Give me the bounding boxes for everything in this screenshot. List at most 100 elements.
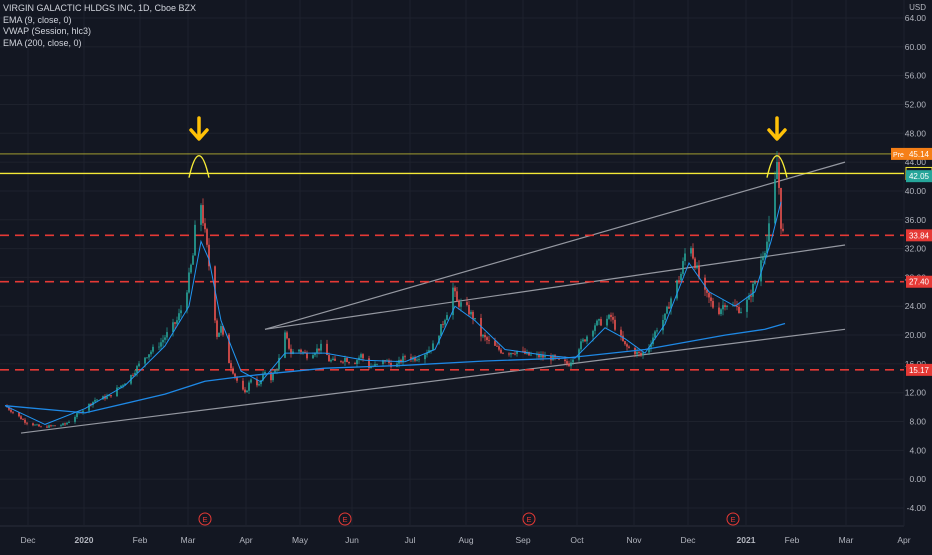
candle-body bbox=[230, 363, 232, 369]
candle-body bbox=[180, 310, 182, 314]
candle-body bbox=[138, 363, 140, 367]
candle-body bbox=[754, 281, 756, 284]
candle-body bbox=[10, 409, 12, 412]
candle-body bbox=[300, 349, 302, 353]
candle-body bbox=[134, 372, 136, 375]
candle-body bbox=[232, 368, 234, 374]
candle-body bbox=[250, 379, 252, 383]
candle-body bbox=[162, 339, 164, 343]
price-label-box bbox=[906, 363, 932, 376]
x-tick-label: Mar bbox=[181, 535, 196, 545]
price-label-box bbox=[906, 147, 932, 160]
candle-body bbox=[152, 346, 154, 352]
pre-market-badge bbox=[891, 147, 906, 160]
candle-body bbox=[498, 346, 500, 350]
arrow-down-annotation bbox=[767, 116, 787, 141]
candle-body bbox=[18, 412, 20, 417]
candle-body bbox=[40, 426, 42, 428]
candle-body bbox=[710, 297, 712, 302]
candle-body bbox=[222, 326, 224, 335]
y-tick-label: 44.00 bbox=[905, 157, 927, 167]
candle-body bbox=[34, 424, 36, 426]
candle-body bbox=[684, 253, 686, 262]
candle-body bbox=[390, 362, 392, 367]
candle-body bbox=[354, 363, 356, 364]
candle-body bbox=[370, 366, 372, 369]
candle-body bbox=[120, 385, 122, 388]
candle-body bbox=[626, 344, 628, 347]
candle-body bbox=[274, 370, 276, 374]
candle-body bbox=[582, 339, 584, 342]
candle-body bbox=[328, 355, 330, 362]
candle-body bbox=[270, 371, 272, 381]
x-tick-label: 2021 bbox=[737, 535, 756, 545]
candle-body bbox=[116, 387, 118, 397]
candle-body bbox=[664, 313, 666, 320]
candle-body bbox=[340, 360, 342, 362]
candle-body bbox=[662, 319, 664, 331]
candle-body bbox=[720, 309, 722, 315]
trendline bbox=[20, 328, 846, 434]
candle-body bbox=[610, 314, 612, 317]
candle-body bbox=[594, 325, 596, 331]
price-label-text: 27.40 bbox=[909, 278, 930, 287]
legend-indicator-ema200[interactable]: EMA (200, close, 0) bbox=[3, 37, 82, 48]
earnings-marker-label: E bbox=[526, 515, 531, 524]
y-tick-label: 48.00 bbox=[905, 128, 927, 138]
candle-body bbox=[144, 357, 146, 364]
legend-indicator-ema9[interactable]: EMA (9, close, 0) bbox=[3, 14, 72, 25]
candle-body bbox=[12, 411, 14, 413]
candle-body bbox=[496, 345, 498, 347]
candle-body bbox=[570, 362, 572, 367]
candle-body bbox=[110, 394, 112, 397]
candle-body bbox=[696, 265, 698, 269]
price-label-box bbox=[906, 229, 932, 242]
candle-body bbox=[444, 320, 446, 325]
candle-body bbox=[484, 335, 486, 338]
candle-body bbox=[494, 340, 496, 346]
candle-body bbox=[376, 364, 378, 365]
candle-body bbox=[302, 351, 304, 353]
candle-body bbox=[502, 352, 504, 354]
candle-body bbox=[26, 422, 28, 424]
legend-indicator-vwap[interactable]: VWAP (Session, hlc3) bbox=[3, 26, 92, 36]
candle-body bbox=[654, 331, 656, 338]
candle-body bbox=[106, 396, 108, 399]
candle-body bbox=[46, 426, 48, 428]
candle-body bbox=[342, 361, 344, 363]
candle-body bbox=[622, 335, 624, 342]
candle-body bbox=[512, 353, 514, 354]
candle-body bbox=[564, 359, 566, 362]
candle-body bbox=[136, 366, 138, 373]
candle-body bbox=[500, 349, 502, 353]
candle-body bbox=[74, 416, 76, 422]
candle-body bbox=[246, 390, 248, 393]
candle-body bbox=[592, 330, 594, 337]
candle-body bbox=[580, 341, 582, 350]
candle-body bbox=[536, 354, 538, 356]
candle-body bbox=[334, 358, 336, 361]
candle-body bbox=[172, 322, 174, 333]
candle-body bbox=[514, 353, 516, 355]
ema9-line bbox=[4, 201, 782, 425]
candle-body bbox=[774, 179, 776, 224]
candle-body bbox=[480, 317, 482, 337]
trendline bbox=[264, 244, 846, 330]
candle-body bbox=[216, 320, 218, 337]
y-tick-label: 0.00 bbox=[909, 474, 926, 484]
candle-body bbox=[612, 316, 614, 320]
candle-body bbox=[566, 361, 568, 364]
candle-body bbox=[218, 332, 220, 337]
candle-body bbox=[272, 373, 274, 381]
candle-body bbox=[598, 319, 600, 321]
legend-symbol[interactable]: VIRGIN GALACTIC HLDGS INC, 1D, Cboe BZX bbox=[3, 3, 197, 13]
candle-body bbox=[174, 322, 176, 324]
price-label-box bbox=[906, 275, 932, 288]
x-tick-label: Jul bbox=[405, 535, 416, 545]
candle-body bbox=[166, 332, 168, 338]
x-tick-label: Nov bbox=[626, 535, 642, 545]
x-tick-label: Apr bbox=[239, 535, 252, 545]
price-label-text: 42.05 bbox=[909, 172, 930, 181]
